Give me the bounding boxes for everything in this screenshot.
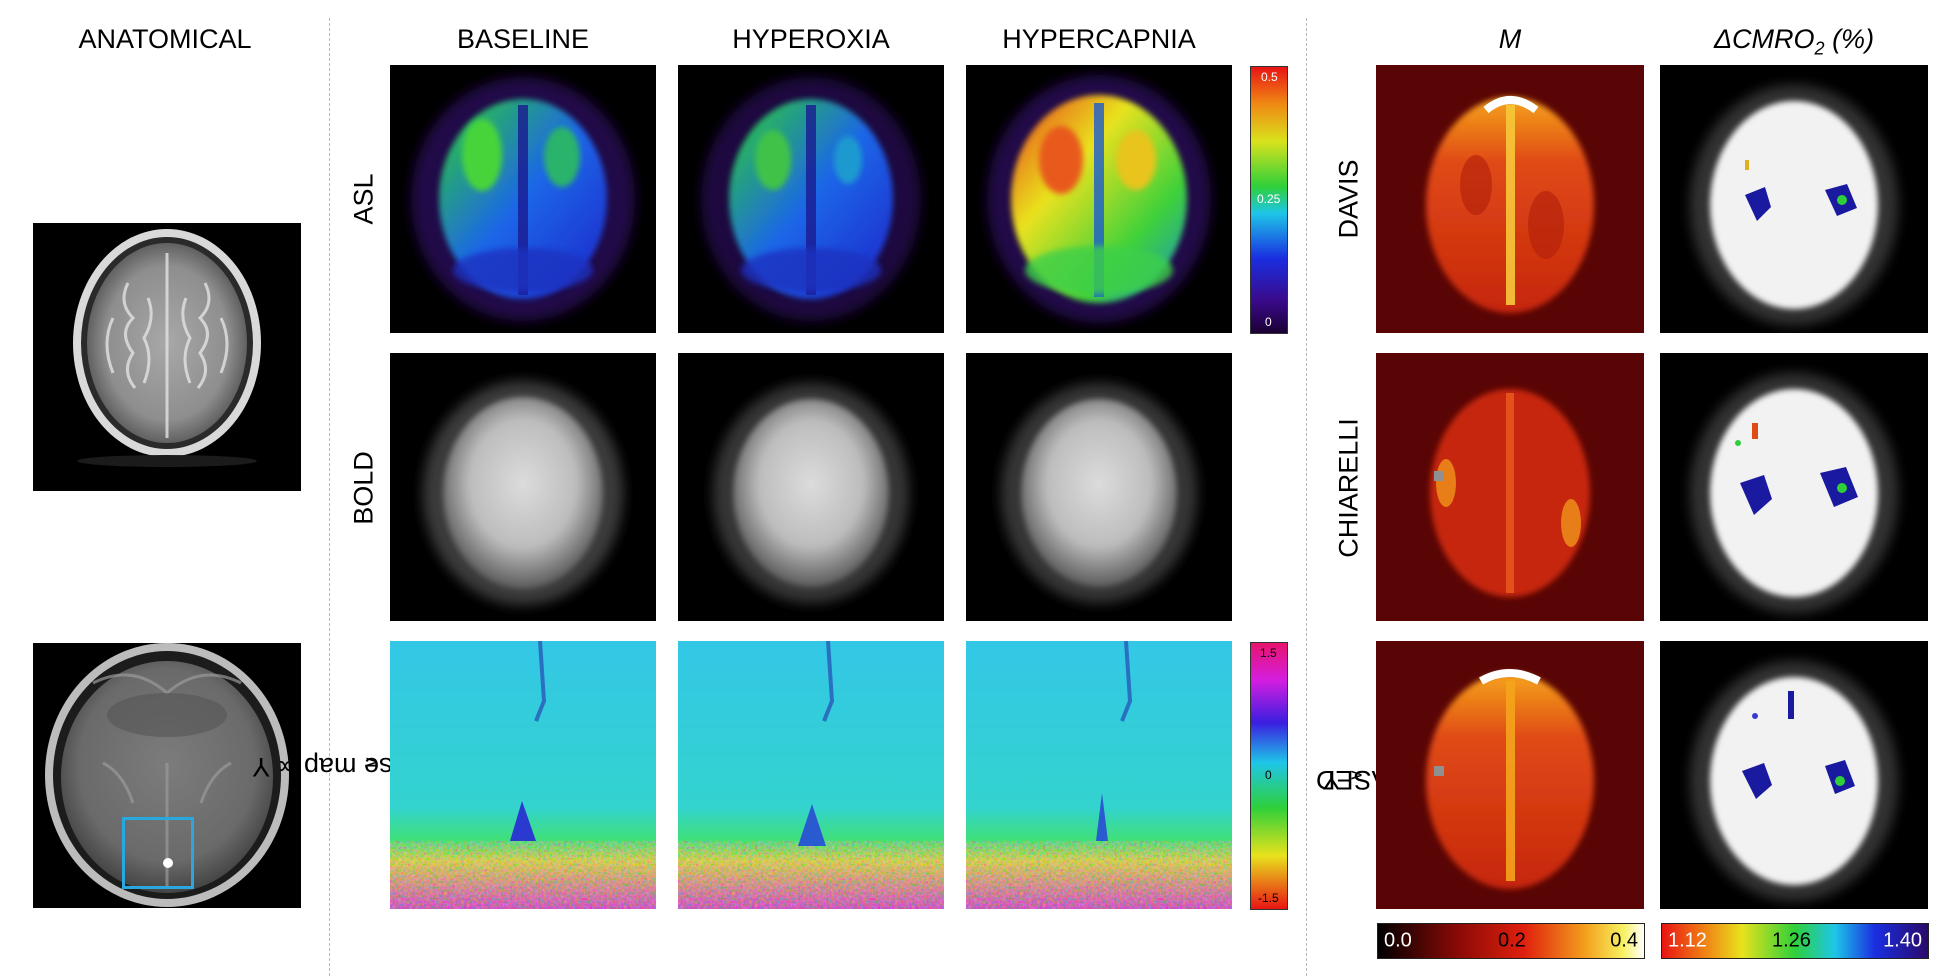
cmro-map-yv-based [1660,641,1928,909]
phase-colorbar-top: 1.5 [1260,646,1277,660]
bold-hyperoxia-image [678,353,944,621]
phase-baseline-image [390,641,656,909]
bold-baseline-image [390,353,656,621]
cmro-colorbar-min: 1.12 [1668,929,1707,952]
divider-left [329,18,330,976]
phase-hyperoxia-image [678,641,944,909]
col-header-baseline: BASELINE [456,24,590,54]
anatomical-swi-image [33,643,301,908]
phase-colorbar-bottom: -1.5 [1258,891,1279,905]
m-colorbar-min: 0.0 [1384,929,1412,952]
m-colorbar: 0.0 0.2 0.4 [1377,923,1645,959]
asl-baseline-image [390,65,656,333]
asl-colorbar: 0.5 0.25 0 [1250,66,1288,334]
asl-hyperoxia-image [678,65,944,333]
cmro-colorbar: 1.12 1.26 1.40 [1661,923,1929,959]
asl-colorbar-bottom: 0 [1265,315,1272,329]
phase-hypercapnia-image [966,641,1232,909]
col-header-delta-cmro2: ΔCMRO2 (%) [1713,24,1875,59]
col-header-hypercapnia: HYPERCAPNIA [1002,24,1196,54]
m-colorbar-mid: 0.2 [1498,929,1526,952]
m-map-davis [1376,65,1644,333]
phase-colorbar: 1.5 0 -1.5 [1250,642,1288,910]
col-header-hyperoxia: HYPEROXIA [732,24,890,54]
cmro-map-chiarelli [1660,353,1928,621]
cmro-colorbar-max: 1.40 [1883,929,1922,952]
m-map-chiarelli [1376,353,1644,621]
m-colorbar-max: 0.4 [1610,929,1638,952]
bold-hypercapnia-image [966,353,1232,621]
asl-colorbar-mid: 0.25 [1257,192,1281,206]
cmro-map-davis [1660,65,1928,333]
asl-colorbar-top: 0.5 [1261,70,1278,84]
anatomical-t1-image [33,223,301,491]
col-header-m: M [1498,24,1522,54]
asl-hypercapnia-image [966,65,1232,333]
divider-right [1306,18,1307,976]
m-map-yv-based [1376,641,1644,909]
roi-box [122,817,194,889]
anatomical-header: ANATOMICAL [78,24,252,54]
phase-colorbar-mid: 0 [1265,768,1272,782]
cmro-colorbar-mid: 1.26 [1772,929,1811,952]
